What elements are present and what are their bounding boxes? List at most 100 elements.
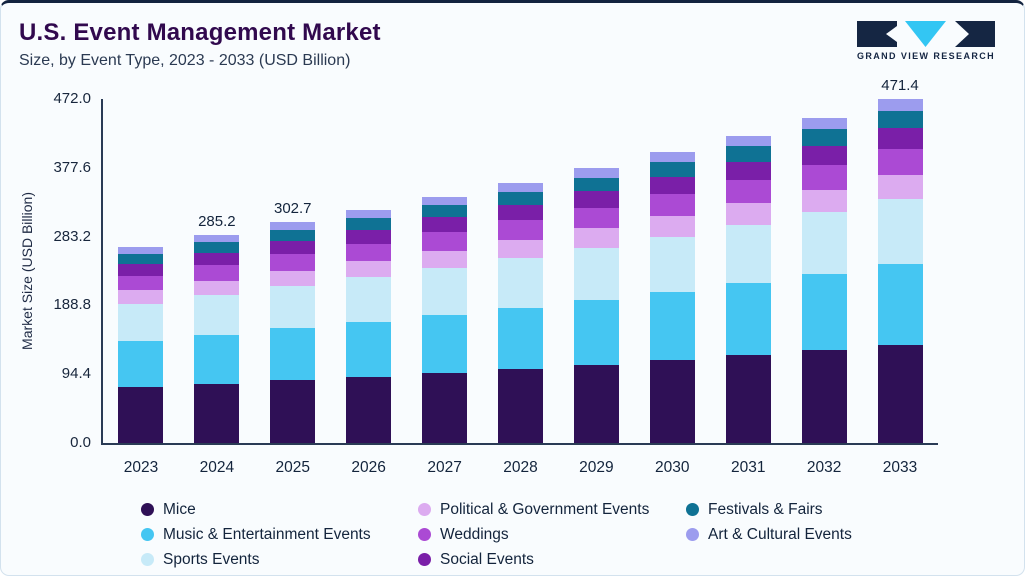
header: U.S. Event Management Market Size, by Ev… [1, 3, 1024, 70]
bar-segment [194, 252, 240, 266]
bar-segment [346, 261, 392, 278]
bar-slot [786, 99, 862, 443]
bar-segment [573, 299, 619, 365]
bar-segment [573, 167, 619, 178]
chart: Market Size (USD Billion) 472.0 377.6 283.… [15, 77, 938, 452]
legend: Mice Music & Entertainment Events Sports E… [141, 497, 1024, 572]
legend-item-art-cultural-events: Art & Cultural Events [686, 526, 1024, 544]
bar-segment [877, 111, 923, 129]
bar-total-label: 471.4 [881, 77, 919, 95]
bar-segment [118, 290, 164, 305]
y-axis-title: Market Size (USD Billion) [19, 192, 35, 350]
bar-segment [422, 232, 468, 251]
x-tick-label: 2026 [351, 459, 386, 476]
plot-area: 285.2 302.7 471.4 [101, 77, 938, 445]
bar-segment [649, 291, 695, 361]
legend-marker [141, 528, 154, 541]
legend-label: Sports Events [163, 550, 260, 568]
bar-slot [558, 99, 634, 443]
bar-segment [573, 177, 619, 192]
bar-segment [877, 174, 923, 199]
bar-segment [270, 241, 316, 255]
bar-segment [801, 129, 847, 146]
legend-marker [141, 553, 154, 566]
bar-segment [649, 216, 695, 237]
bar-segment [573, 191, 619, 208]
bar-slot [710, 99, 786, 443]
x-tick-label: 2031 [730, 459, 766, 476]
bar-total-label: 302.7 [273, 200, 312, 218]
bar-segment [573, 364, 619, 443]
bar-segment [497, 182, 543, 192]
x-tick-label: 2024 [199, 459, 235, 476]
bar-segment [877, 128, 923, 150]
page-title: U.S. Event Management Market [19, 19, 381, 46]
bar-segment [270, 222, 316, 231]
bar-segment [725, 355, 771, 443]
legend-label: Festivals & Fairs [708, 500, 823, 518]
stacked-bar-2024: 285.2 [194, 213, 240, 443]
bar-segment [346, 217, 392, 230]
bar-segment [877, 198, 923, 265]
x-tick-label: 2025 [275, 459, 310, 476]
bar-slot [634, 99, 710, 443]
bar-segment [346, 229, 392, 244]
bar-segment [649, 152, 695, 163]
bar-slot [331, 99, 407, 443]
y-axis-ticks: 472.0 377.6 283.2 188.8 94.4 0.0 [39, 90, 101, 452]
bar-segment [270, 270, 316, 287]
bar-segment [118, 247, 164, 255]
legend-item-sports-events: Sports Events [141, 551, 418, 569]
y-tick-label: 472.0 [53, 90, 91, 107]
bar-segment [346, 321, 392, 377]
bar-segment [422, 268, 468, 315]
legend-marker [418, 528, 431, 541]
bar-slot: 302.7 [255, 99, 331, 443]
bar-segment [725, 135, 771, 147]
legend-label: Music & Entertainment Events [163, 525, 371, 543]
bar-segment [801, 212, 847, 275]
bar-segment [573, 247, 619, 300]
y-tick-label: 94.4 [61, 365, 91, 383]
bar-segment [422, 205, 468, 218]
stacked-bar-2030 [649, 152, 695, 443]
bar-segment [649, 236, 695, 292]
bar-segment [270, 328, 316, 381]
bar-segment [877, 345, 923, 443]
bar-slot [103, 99, 179, 443]
legend-item-music-entertainment-events: Music & Entertainment Events [141, 526, 418, 544]
bar-segment [118, 275, 164, 291]
stacked-bar-2031 [725, 135, 771, 443]
legend-label: Political & Government Events [440, 500, 650, 518]
bar-segment [270, 230, 316, 242]
bar-segment [270, 254, 316, 271]
y-tick-label: 188.8 [53, 296, 91, 314]
stacked-bar-2025: 302.7 [270, 200, 316, 443]
bar-segment [725, 203, 771, 225]
logo-text: GRAND VIEW RESEARCH [856, 51, 996, 61]
y-axis-title-box: Market Size (USD Billion) [15, 90, 39, 452]
legend-marker [686, 503, 699, 516]
bar-segment [194, 383, 240, 443]
stacked-bar-2028 [497, 182, 543, 443]
bar-segment [270, 286, 316, 329]
bar-segment [573, 207, 619, 229]
bar-segment [422, 196, 468, 206]
bar-segment [801, 165, 847, 190]
bar-segment [877, 99, 923, 112]
bar-segment [118, 304, 164, 342]
bar-segment [801, 145, 847, 166]
stacked-bar-2032 [801, 118, 847, 443]
legend-item-weddings: Weddings [418, 526, 686, 544]
stacked-bar-2029 [573, 167, 619, 443]
x-tick-label: 2028 [503, 459, 538, 476]
bar-slot [483, 99, 559, 443]
bar-segment [497, 307, 543, 369]
legend-item-mice: Mice [141, 501, 418, 519]
bar-segment [497, 204, 543, 221]
x-tick-label: 2023 [123, 459, 159, 476]
stacked-bar-2023 [118, 247, 164, 443]
bar-segment [497, 368, 543, 443]
bar-total-label: 285.2 [198, 213, 236, 231]
y-tick-label: 377.6 [53, 158, 91, 176]
